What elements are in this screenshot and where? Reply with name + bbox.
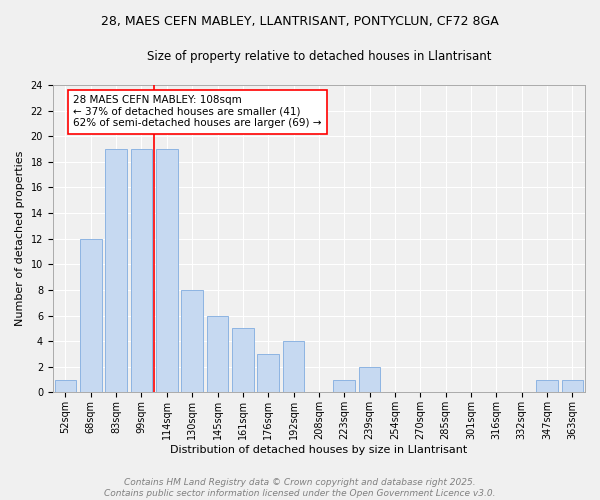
Bar (106, 149, 127, 392)
Text: 28, MAES CEFN MABLEY, LLANTRISANT, PONTYCLUN, CF72 8GA: 28, MAES CEFN MABLEY, LLANTRISANT, PONTY… (101, 15, 499, 28)
Bar (80, 238, 101, 392)
Bar (181, 290, 203, 392)
Bar (131, 149, 152, 392)
Bar (283, 341, 304, 392)
Bar (207, 316, 228, 392)
Bar (562, 380, 583, 392)
Bar (156, 149, 178, 392)
Y-axis label: Number of detached properties: Number of detached properties (15, 151, 25, 326)
Text: Contains HM Land Registry data © Crown copyright and database right 2025.
Contai: Contains HM Land Registry data © Crown c… (104, 478, 496, 498)
Bar (536, 380, 558, 392)
X-axis label: Distribution of detached houses by size in Llantrisant: Distribution of detached houses by size … (170, 445, 467, 455)
Text: 28 MAES CEFN MABLEY: 108sqm
← 37% of detached houses are smaller (41)
62% of sem: 28 MAES CEFN MABLEY: 108sqm ← 37% of det… (73, 95, 322, 128)
Bar (232, 328, 254, 392)
Bar (334, 380, 355, 392)
Bar (257, 354, 279, 393)
Bar (55, 380, 76, 392)
Bar (359, 367, 380, 392)
Title: Size of property relative to detached houses in Llantrisant: Size of property relative to detached ho… (146, 50, 491, 63)
